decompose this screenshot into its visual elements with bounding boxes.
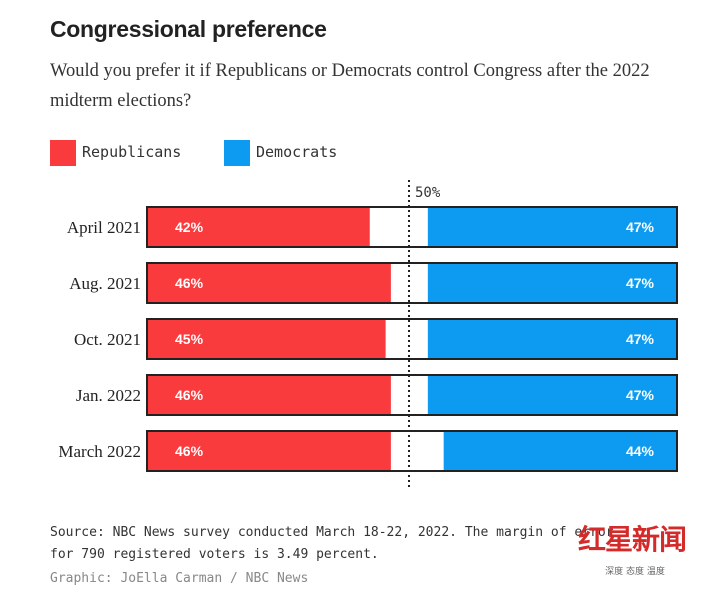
bar-democrats	[427, 376, 676, 414]
bar-republicans	[148, 376, 391, 414]
category-label: April 2021	[67, 218, 141, 237]
chart-subtitle: Would you prefer it if Republicans or De…	[50, 61, 650, 111]
bar-outline	[146, 318, 678, 360]
watermark-logo: 红星新闻 深度 态度 温度	[570, 518, 700, 582]
legend-swatch-republicans	[50, 140, 76, 166]
bar-democrats	[427, 208, 676, 246]
bar-outline	[146, 430, 678, 472]
chart-title: Congressional preference	[50, 16, 327, 42]
source-note-line-1: Source: NBC News survey conducted March …	[50, 525, 614, 540]
bar-outline	[146, 262, 678, 304]
reference-line-label: 50%	[415, 185, 441, 201]
data-label-democrats: 47%	[626, 275, 655, 291]
bar-republicans	[148, 320, 386, 358]
category-label: Oct. 2021	[74, 330, 141, 349]
legend-label-republicans: Republicans	[82, 143, 182, 161]
bar-republicans	[148, 208, 370, 246]
legend-label-democrats: Democrats	[256, 143, 338, 161]
bar-republicans	[148, 264, 391, 302]
legend-swatch-democrats	[224, 140, 250, 166]
data-label-democrats: 47%	[626, 387, 655, 403]
bar-democrats	[427, 264, 676, 302]
data-label-democrats: 47%	[626, 331, 655, 347]
bar-outline	[146, 374, 678, 416]
bar-democrats	[427, 320, 676, 358]
category-label: March 2022	[58, 442, 141, 461]
data-label-democrats: 44%	[626, 443, 655, 459]
bar-outline	[146, 206, 678, 248]
category-label: Jan. 2022	[76, 386, 141, 405]
watermark-text: 红星新闻	[578, 523, 687, 556]
graphic-credit: Graphic: JoElla Carman / NBC News	[50, 571, 309, 586]
watermark-subtext: 深度 态度 温度	[605, 567, 665, 577]
bar-republicans	[148, 432, 391, 470]
data-label-republicans: 46%	[175, 443, 204, 459]
data-label-republicans: 46%	[175, 387, 204, 403]
bar-democrats	[443, 432, 676, 470]
bar-chart: April 2021 42% 47% Aug. 2021 46% 47% Oct. 2021…	[58, 180, 678, 490]
data-label-democrats: 47%	[626, 219, 655, 235]
data-label-republicans: 42%	[175, 219, 204, 235]
data-label-republicans: 45%	[175, 331, 204, 347]
category-label: Aug. 2021	[69, 274, 141, 293]
data-label-republicans: 46%	[175, 275, 204, 291]
source-note-line-2: for 790 registered voters is 3.49 percen…	[50, 547, 379, 562]
